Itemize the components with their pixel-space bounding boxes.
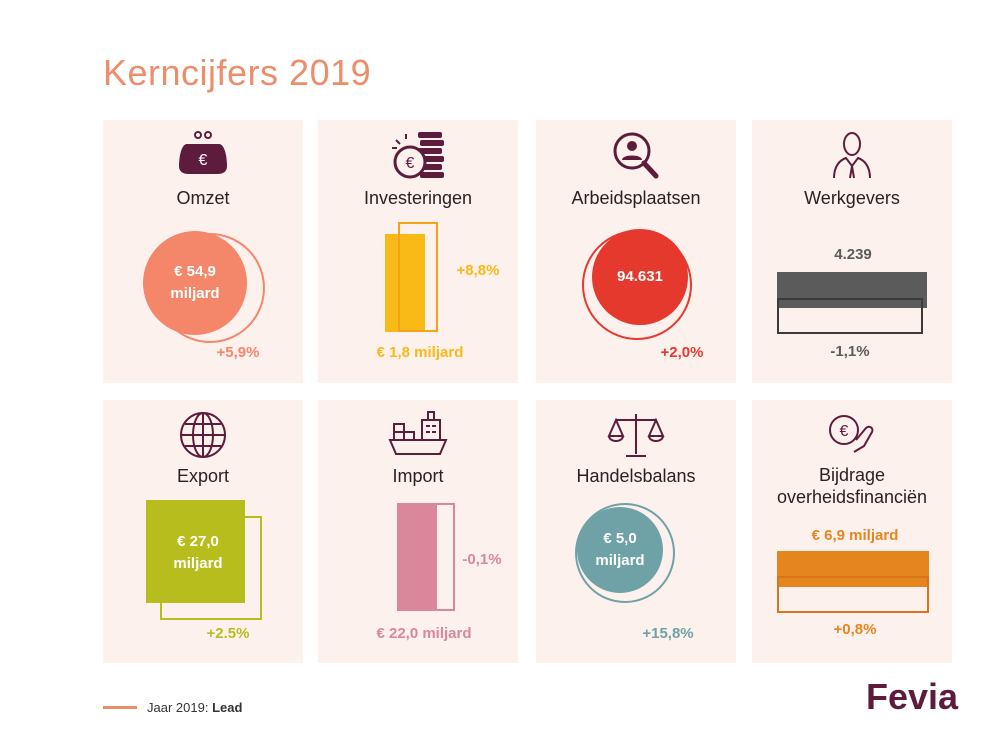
fevia-logo: Fevia [866,676,959,717]
card-handelsbalans: Handelsbalans € 5,0 miljard +15,8% [536,400,736,663]
page-title: Kerncijfers 2019 [103,52,372,93]
legend-bold: Lead [212,700,243,715]
value-circle-previous [155,233,265,343]
card-title: Investeringen [363,188,473,208]
scales-icon [607,414,665,457]
card-title: Import [392,466,444,486]
change-label: +0,8% [833,621,877,638]
value-square-previous [160,516,262,620]
svg-text:€: € [406,155,415,172]
coins-euro-icon: € [392,132,444,179]
card-werkgevers: Werkgevers 4.239 -1,1% [752,120,952,383]
card-investeringen: € Investeringen +8,8% € 1,8 miljard [318,120,518,383]
value-bar-previous [777,576,929,613]
value-bar-2019 [777,551,929,587]
change-label: +2.5% [206,625,250,642]
card-title: Handelsbalans [576,466,696,486]
magnifier-person-icon [613,132,659,179]
card-title: Omzet [176,188,230,208]
value-circle-2019 [577,507,663,593]
card-title: Export [176,466,230,486]
value-bar-previous [777,298,923,334]
value-circle-2019 [592,229,688,325]
card-arbeidsplaatsen: Arbeidsplaatsen 94.631 +2,0% [536,120,736,383]
value-circle-previous [575,503,675,603]
legend-label: Jaar 2019: [147,700,209,715]
value-label: € 1,8 miljard [376,344,464,361]
value-label: 4.239 [834,246,872,263]
value-bar-previous [415,503,455,611]
card-bijdrage-overheidsfinancien: € Bijdrage overheidsfinanciën € 6,9 milja… [752,400,952,663]
card-export: Export € 27,0 miljard +2.5% [103,400,303,663]
value-label: 94.631 [617,268,663,285]
card-title: Werkgevers [804,188,900,208]
globe-icon [180,412,226,458]
legend: Jaar 2019: Lead [103,700,242,715]
value-label: € 5,0 miljard [595,530,645,569]
change-label: -0,1% [462,551,502,568]
value-label: € 22,0 miljard [376,625,472,642]
change-label: +15,8% [642,625,694,642]
legend-swatch [103,706,137,709]
card-import: Import -0,1% € 22,0 miljard [318,400,518,663]
value-bar-2019 [397,503,437,611]
card-omzet: € Omzet € 54,9 miljard +5,9% [103,120,303,383]
svg-text:€: € [199,152,208,169]
value-label: € 54,9 miljard [170,263,220,302]
businessman-icon [833,132,871,179]
value-bar-2019 [385,234,425,332]
change-label: +8,8% [456,262,500,279]
change-label: -1,1% [830,343,870,360]
value-label: € 27,0 miljard [173,533,223,572]
cargo-ship-icon [388,411,448,455]
change-label: +2,0% [660,344,704,361]
card-title: Arbeidsplaatsen [571,188,701,208]
value-bar-2019 [777,272,927,308]
card-title: Bijdrage overheidsfinanciën [776,465,928,507]
change-label: +5,9% [216,344,260,361]
hand-coin-euro-icon: € [829,415,874,453]
value-bar-previous [398,222,438,332]
purse-euro-icon: € [179,131,227,174]
svg-text:€: € [840,423,849,440]
value-label: € 6,9 miljard [811,527,899,544]
